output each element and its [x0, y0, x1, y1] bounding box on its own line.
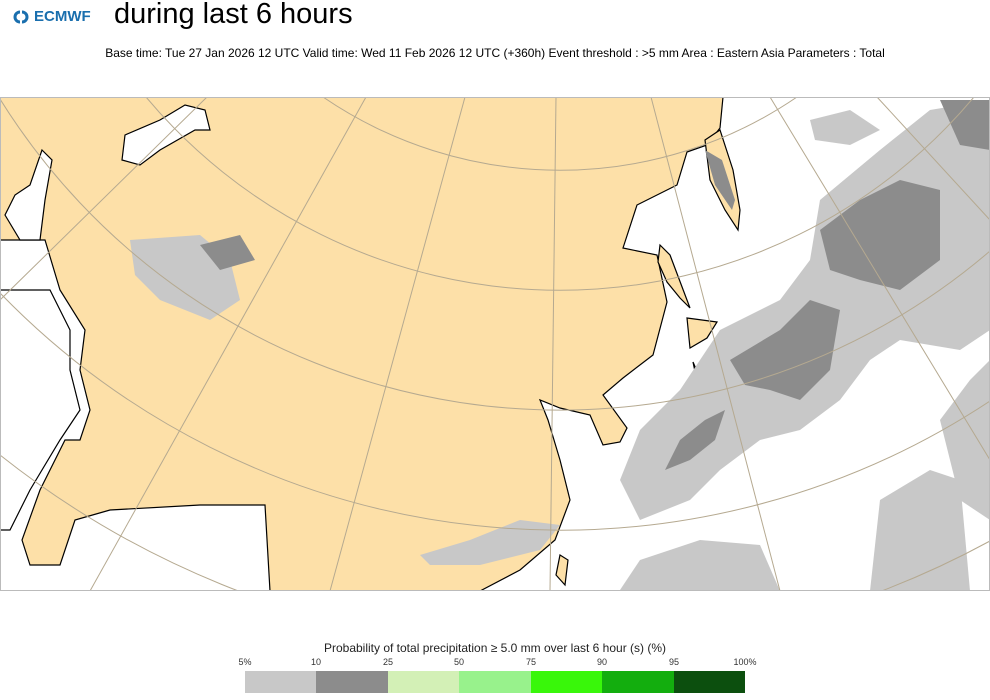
legend-swatch: [530, 671, 603, 693]
graticule: [0, 97, 990, 591]
logo-text: ECMWF: [34, 8, 91, 25]
longitude-line: [549, 97, 557, 591]
legend-tick: 25: [382, 657, 394, 667]
longitude-line: [89, 97, 367, 591]
legend-tick: 5%: [238, 657, 252, 667]
longitude-line: [769, 97, 990, 461]
legend-tick: 10: [310, 657, 322, 667]
legend-swatch: [602, 671, 674, 693]
legend-tick: 50: [453, 657, 465, 667]
legend-tick: 90: [596, 657, 608, 667]
legend-swatch: [673, 671, 745, 693]
taiwan: [555, 554, 569, 587]
legend-tick: 95: [668, 657, 680, 667]
latitude-line: [0, 454, 990, 591]
legend-swatch: [459, 671, 531, 693]
latitude-line: [0, 98, 990, 411]
longitude-line: [650, 97, 781, 591]
precip-25-50: [200, 100, 990, 470]
legend-swatch: [387, 671, 460, 693]
probability-map: [0, 97, 990, 591]
page-title: during last 6 hours: [114, 0, 353, 30]
legend-title: Probability of total precipitation ≥ 5.0…: [323, 641, 667, 655]
aral-sea: [121, 104, 211, 166]
subtitle: Base time: Tue 27 Jan 2026 12 UTC Valid …: [105, 46, 885, 60]
legend-swatch: [316, 671, 388, 693]
legend-tick: 75: [525, 657, 537, 667]
legend-color-bar: [245, 671, 745, 693]
sakhalin: [657, 243, 691, 309]
latitude-line: [322, 97, 798, 171]
legend-swatch: [245, 671, 317, 693]
latitude-line: [0, 292, 990, 531]
legend-tick: 100%: [733, 657, 757, 667]
hokkaido: [686, 317, 719, 349]
ecmwf-logo: ECMWF: [10, 8, 91, 25]
caspian-sea: [4, 148, 53, 241]
longitude-line: [0, 97, 208, 301]
longitude-line: [876, 97, 990, 221]
latitude-line: [145, 97, 975, 291]
ecmwf-logo-icon: [13, 10, 29, 23]
longitude-line: [329, 97, 466, 591]
